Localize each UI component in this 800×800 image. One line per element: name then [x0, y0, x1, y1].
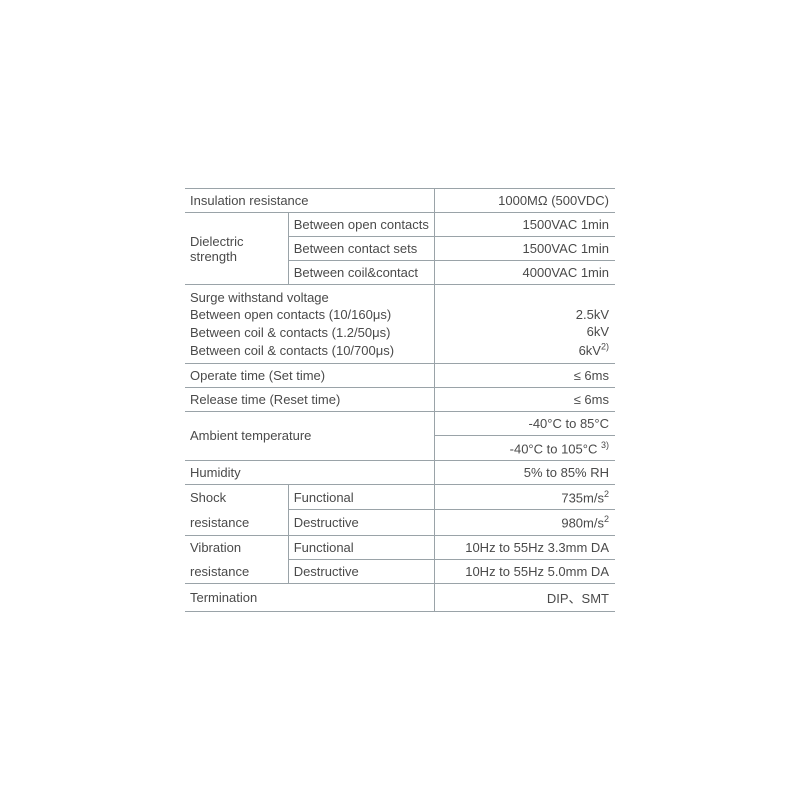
- surge-v4-sup: 2): [601, 342, 609, 352]
- dielectric-r3-value: 4000VAC 1min: [434, 261, 615, 285]
- table-row: Termination DIP、SMT: [185, 583, 615, 611]
- surge-l1: Surge withstand voltage: [190, 290, 329, 305]
- surge-l2: Between open contacts (10/160μs): [190, 307, 391, 322]
- dielectric-r2-value: 1500VAC 1min: [434, 237, 615, 261]
- shock-r1-label: Functional: [288, 485, 434, 510]
- table-row: Dielectric strength Between open contact…: [185, 213, 615, 237]
- surge-l4: Between coil & contacts (10/700μs): [190, 343, 394, 358]
- shock-label-l1: Shock: [185, 485, 288, 510]
- spec-table: Insulation resistance 1000MΩ (500VDC) Di…: [185, 188, 615, 612]
- table-row: Release time (Reset time) ≤ 6ms: [185, 387, 615, 411]
- shock-r2-sup: 2: [604, 514, 609, 524]
- vibration-r2-label: Destructive: [288, 559, 434, 583]
- shock-r2-value: 980m/s2: [434, 510, 615, 535]
- operate-label: Operate time (Set time): [185, 363, 434, 387]
- surge-labels: Surge withstand voltage Between open con…: [185, 285, 434, 364]
- insulation-value: 1000MΩ (500VDC): [434, 189, 615, 213]
- shock-r1-base: 735m/s: [561, 490, 604, 505]
- shock-r2-base: 980m/s: [561, 516, 604, 531]
- surge-v2: 2.5kV: [576, 307, 609, 322]
- vibration-label-l1: Vibration: [185, 535, 288, 559]
- table-row: Ambient temperature -40°C to 85°C: [185, 411, 615, 435]
- termination-value: DIP、SMT: [434, 583, 615, 611]
- spec-table-container: Insulation resistance 1000MΩ (500VDC) Di…: [185, 188, 615, 612]
- dielectric-label-l2: strength: [190, 249, 237, 264]
- dielectric-r3-label: Between coil&contact: [288, 261, 434, 285]
- shock-r2-label: Destructive: [288, 510, 434, 535]
- vibration-label-l2: resistance: [185, 559, 288, 583]
- release-value: ≤ 6ms: [434, 387, 615, 411]
- surge-values: 2.5kV 6kV 6kV2): [434, 285, 615, 364]
- humidity-value: 5% to 85% RH: [434, 461, 615, 485]
- table-row: Humidity 5% to 85% RH: [185, 461, 615, 485]
- dielectric-label-l1: Dielectric: [190, 234, 243, 249]
- vibration-r1-label: Functional: [288, 535, 434, 559]
- table-row: Operate time (Set time) ≤ 6ms: [185, 363, 615, 387]
- ambient-val1: -40°C to 85°C: [434, 411, 615, 435]
- surge-v4: 6kV2): [579, 343, 609, 358]
- ambient-label: Ambient temperature: [185, 411, 434, 460]
- dielectric-r1-value: 1500VAC 1min: [434, 213, 615, 237]
- dielectric-label: Dielectric strength: [185, 213, 288, 285]
- shock-label-l2: resistance: [185, 510, 288, 535]
- ambient-val2-sup: 3): [601, 440, 609, 450]
- ambient-val2-base: -40°C to 105°C: [510, 441, 601, 456]
- surge-v4-base: 6kV: [579, 343, 601, 358]
- surge-l3: Between coil & contacts (1.2/50μs): [190, 325, 390, 340]
- shock-r1-sup: 2: [604, 489, 609, 499]
- table-row: Surge withstand voltage Between open con…: [185, 285, 615, 364]
- termination-label: Termination: [185, 583, 434, 611]
- release-label: Release time (Reset time): [185, 387, 434, 411]
- vibration-r1-value: 10Hz to 55Hz 3.3mm DA: [434, 535, 615, 559]
- insulation-label: Insulation resistance: [185, 189, 434, 213]
- table-row: Shock Functional 735m/s2: [185, 485, 615, 510]
- vibration-r2-value: 10Hz to 55Hz 5.0mm DA: [434, 559, 615, 583]
- table-row: Insulation resistance 1000MΩ (500VDC): [185, 189, 615, 213]
- operate-value: ≤ 6ms: [434, 363, 615, 387]
- table-row: resistance Destructive 980m/s2: [185, 510, 615, 535]
- table-row: Vibration Functional 10Hz to 55Hz 3.3mm …: [185, 535, 615, 559]
- surge-v3: 6kV: [587, 324, 609, 339]
- dielectric-r1-label: Between open contacts: [288, 213, 434, 237]
- dielectric-r2-label: Between contact sets: [288, 237, 434, 261]
- shock-r1-value: 735m/s2: [434, 485, 615, 510]
- table-row: resistance Destructive 10Hz to 55Hz 5.0m…: [185, 559, 615, 583]
- humidity-label: Humidity: [185, 461, 434, 485]
- ambient-val2: -40°C to 105°C 3): [434, 435, 615, 460]
